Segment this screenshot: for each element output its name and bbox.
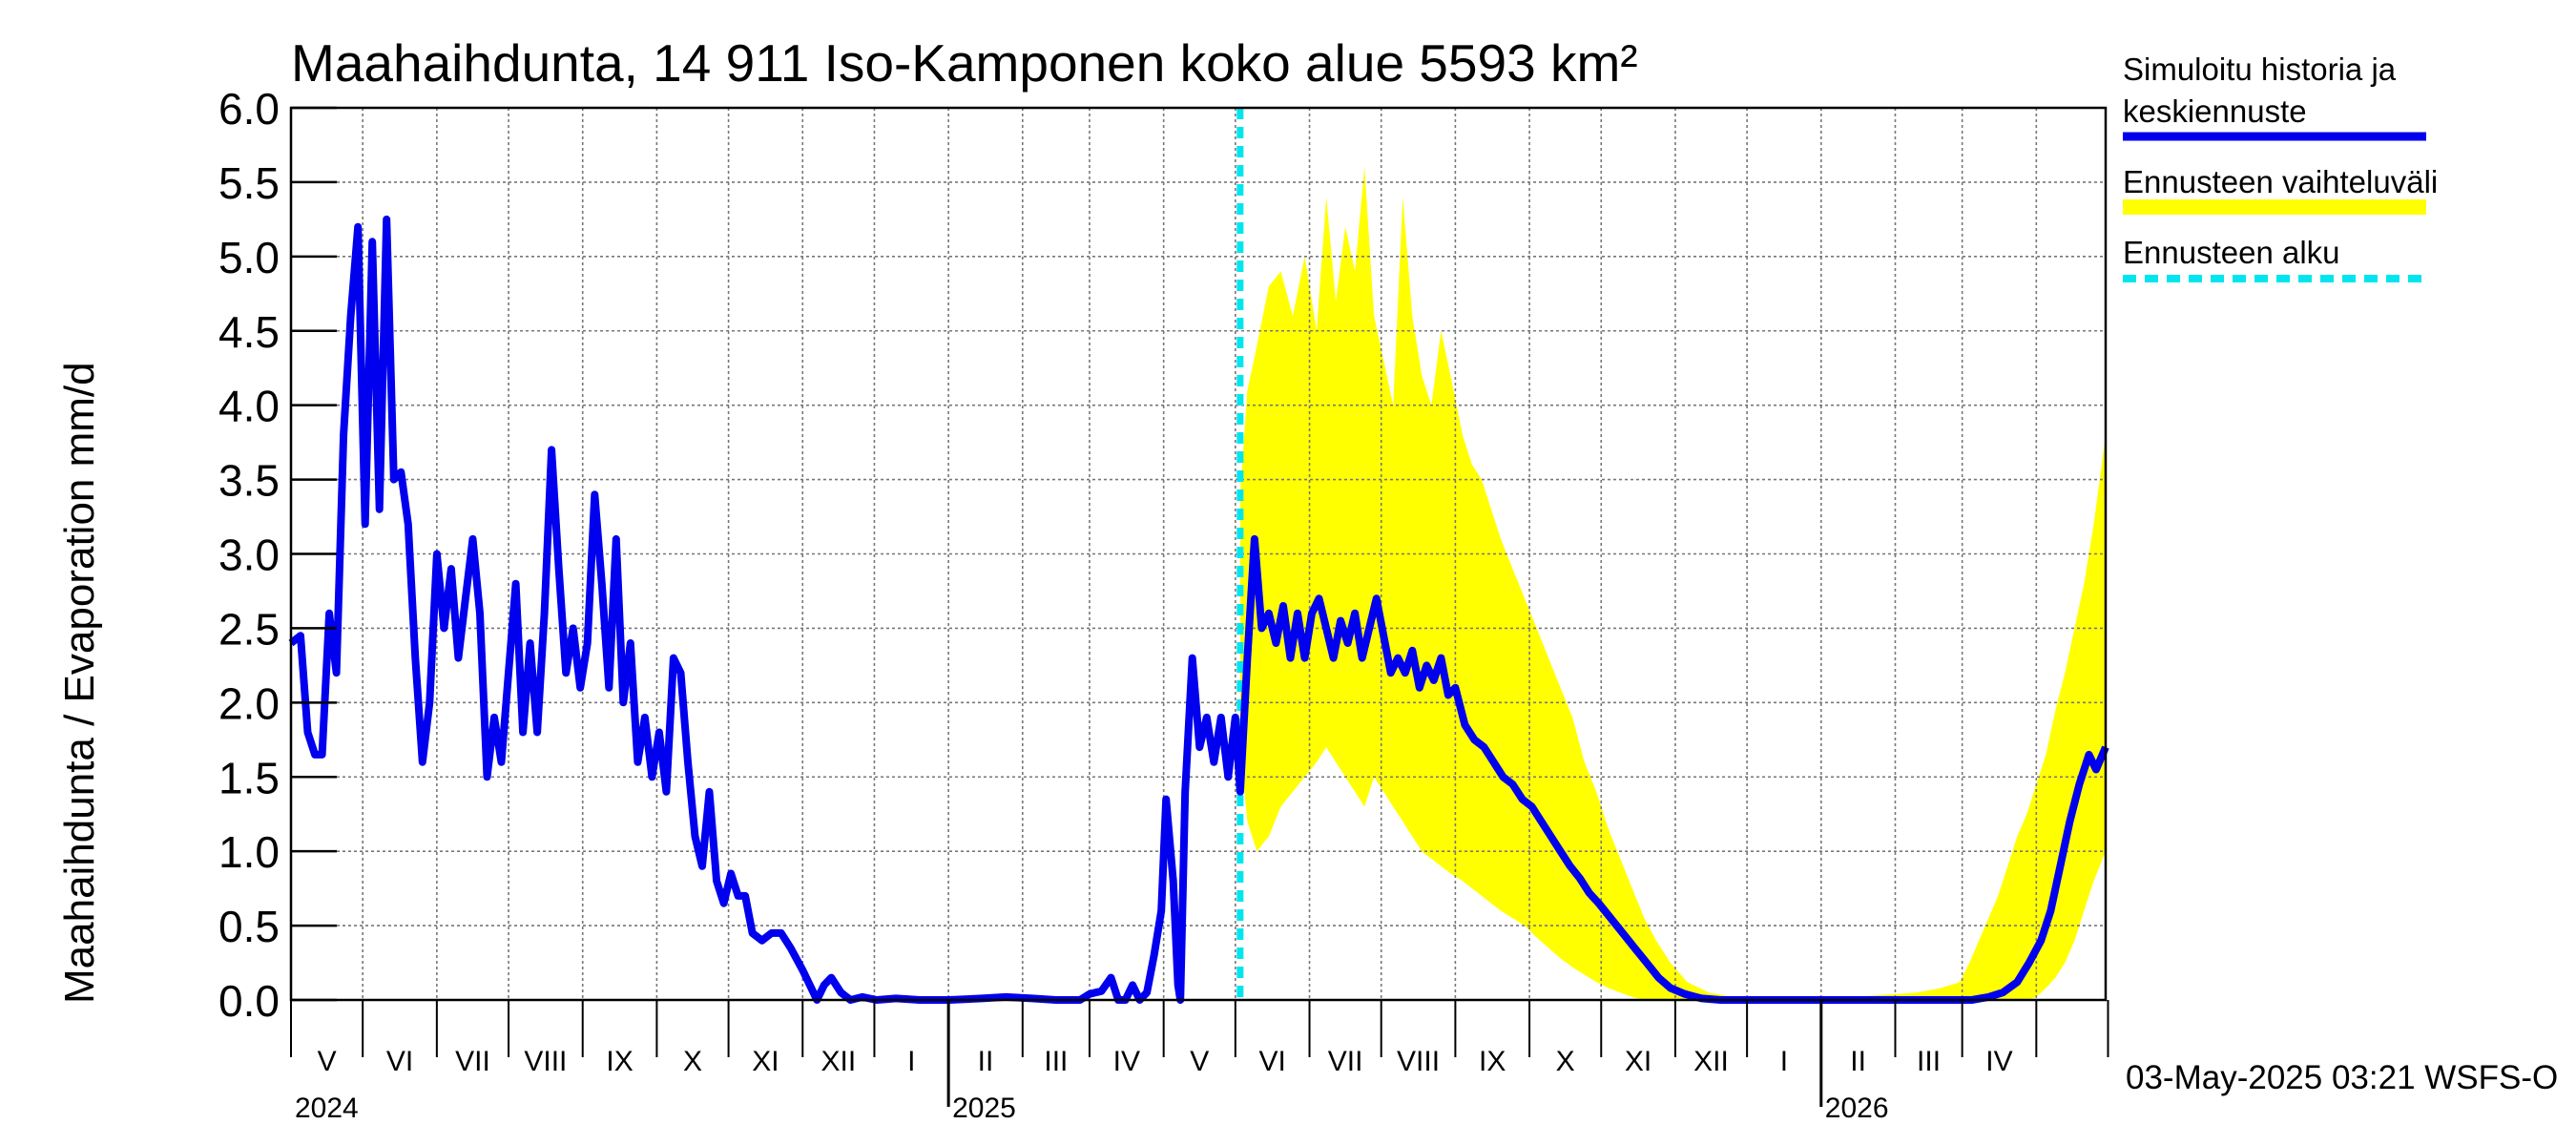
month-label: VIII xyxy=(1397,1046,1440,1077)
month-label: IV xyxy=(1985,1046,2012,1077)
forecast-range-band xyxy=(1239,167,2106,1001)
footer-timestamp: 03-May-2025 03:21 WSFS-O xyxy=(2126,1059,2558,1096)
month-label: VI xyxy=(1259,1046,1286,1077)
month-label: II xyxy=(978,1046,994,1077)
series-line-simulated xyxy=(288,215,2109,1004)
month-label: IX xyxy=(1479,1046,1506,1077)
month-label: VI xyxy=(386,1046,413,1077)
y-tick-label: 5.5 xyxy=(218,158,280,208)
month-label: III xyxy=(1917,1046,1941,1077)
y-tick-label: 3.0 xyxy=(218,531,280,580)
y-tick-label: 4.0 xyxy=(218,382,280,431)
legend: Simuloitu historia ja keskiennuste Ennus… xyxy=(2123,52,2438,282)
y-tick-label: 2.0 xyxy=(218,678,280,728)
y-tick-label: 0.0 xyxy=(218,976,280,1026)
month-label: I xyxy=(907,1046,915,1077)
y-tick-label: 3.5 xyxy=(218,456,280,506)
month-label: X xyxy=(683,1046,702,1077)
month-label: XI xyxy=(752,1046,779,1077)
y-tick-label: 1.5 xyxy=(218,753,280,802)
month-label: I xyxy=(1780,1046,1788,1077)
month-label: IX xyxy=(606,1046,633,1077)
y-tick-label: 2.5 xyxy=(218,604,280,654)
chart-title: Maahaihdunta, 14 911 Iso-Kamponen koko a… xyxy=(291,33,1638,93)
axis-layer: 0.0 0.5 1.0 1.5 2.0 2.5 3.0 3.5 4.0 4.5 5.0 5.5 6.0 V… xyxy=(218,84,2109,1124)
legend-label-range: Ennusteen vaihteluväli xyxy=(2123,164,2438,199)
year-label: 2024 xyxy=(295,1093,359,1124)
year-label: 2026 xyxy=(1825,1093,1889,1124)
month-label: VII xyxy=(1328,1046,1363,1077)
y-tick-label: 1.0 xyxy=(218,827,280,877)
month-label: II xyxy=(1850,1046,1866,1077)
y-axis-label: Maahaihdunta / Evaporation mm/d xyxy=(56,362,103,1004)
y-tick-label: 0.5 xyxy=(218,902,280,951)
month-label: XII xyxy=(1693,1046,1729,1077)
month-label: III xyxy=(1044,1046,1068,1077)
month-label: IV xyxy=(1113,1046,1140,1077)
grid-layer xyxy=(291,108,2106,1000)
month-label: X xyxy=(1556,1046,1575,1077)
legend-label-simulated-line2: keskiennuste xyxy=(2123,94,2307,129)
month-label: XII xyxy=(821,1046,857,1077)
y-tick-label: 6.0 xyxy=(218,84,280,134)
y-tick-label: 4.5 xyxy=(218,307,280,357)
month-label: XI xyxy=(1625,1046,1652,1077)
month-label: VII xyxy=(455,1046,490,1077)
year-label: 2025 xyxy=(952,1093,1016,1124)
month-label: V xyxy=(1190,1046,1209,1077)
month-label: V xyxy=(318,1046,337,1077)
legend-label-forecast-start: Ennusteen alku xyxy=(2123,235,2340,270)
legend-label-simulated: Simuloitu historia ja xyxy=(2123,52,2397,87)
y-tick-label: 5.0 xyxy=(218,233,280,282)
month-label: VIII xyxy=(524,1046,567,1077)
forecast-range-layer xyxy=(1239,167,2106,1001)
plot-frame xyxy=(289,106,2108,1002)
